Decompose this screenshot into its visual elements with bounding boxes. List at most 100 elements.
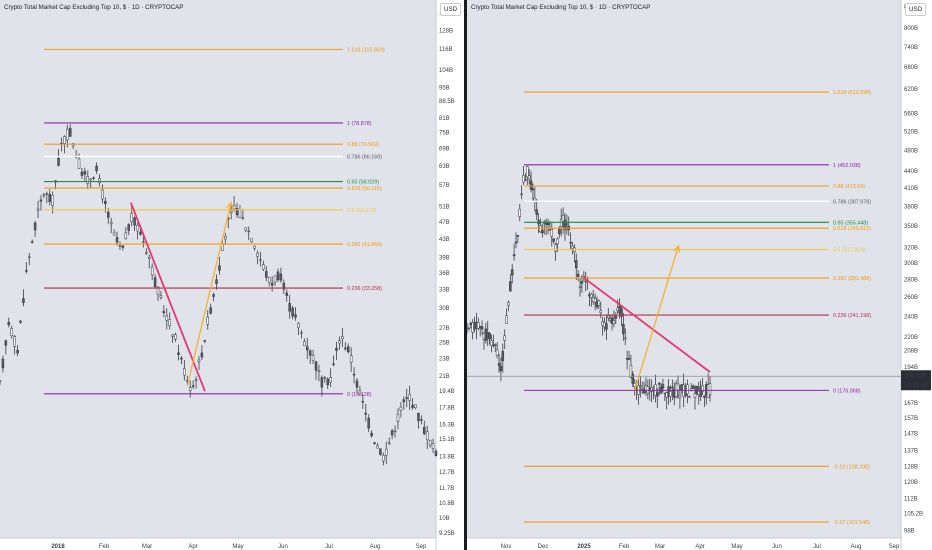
candle-body xyxy=(605,323,608,330)
candle-body xyxy=(80,171,84,176)
y-tick-label: 128B xyxy=(904,465,918,471)
candle-body xyxy=(563,220,567,230)
candle-body xyxy=(247,230,250,233)
y-tick-label: 33B xyxy=(439,288,450,294)
candle-body xyxy=(396,414,400,422)
fib-level-label: 0 (19.128) xyxy=(347,392,372,398)
candle-body xyxy=(358,390,362,395)
candle-body xyxy=(197,359,201,363)
candle-body xyxy=(535,209,538,215)
candle-body xyxy=(13,336,16,347)
x-tick-label: Apr xyxy=(695,544,704,550)
candle-body xyxy=(522,175,525,183)
chart-right[interactable]: 875B800B740B680B620B560B520B480B440B410B… xyxy=(467,0,932,550)
candle-body xyxy=(36,208,40,211)
candle-body xyxy=(174,334,177,340)
candle-body xyxy=(701,385,704,392)
y-tick-label: 9.25B xyxy=(439,531,455,537)
candle-body xyxy=(188,387,192,392)
projection-arrow xyxy=(186,202,232,386)
candle-body xyxy=(326,378,329,386)
y-tick-label: 300B xyxy=(904,261,918,267)
candle-body xyxy=(259,259,262,261)
candle-body xyxy=(282,282,286,290)
candle-body xyxy=(691,385,695,389)
y-tick-label: 680B xyxy=(904,65,918,71)
fib-level-label: 0.618 (346.815) xyxy=(833,226,871,232)
y-tick-label: 11.7B xyxy=(439,486,454,492)
candle-body xyxy=(629,365,633,378)
fib-level-label: 1.618 (612.598) xyxy=(833,90,871,96)
fib-level-label: 0.88 (70.569) xyxy=(347,142,379,148)
candle-body xyxy=(599,310,603,313)
candle-body xyxy=(554,244,557,252)
candle-body xyxy=(177,352,180,355)
x-tick-label: Jun xyxy=(278,544,288,550)
y-tick-label: 21B xyxy=(439,374,450,380)
y-tick-label: 30B xyxy=(439,306,450,312)
candle-body xyxy=(107,211,110,218)
candle-body xyxy=(565,223,569,225)
candle-body xyxy=(370,432,373,437)
y-tick-label: 800B xyxy=(904,26,918,32)
x-tick-label: Feb xyxy=(99,544,110,550)
candle-body xyxy=(556,238,559,245)
candle-body xyxy=(408,394,411,401)
candle-body xyxy=(355,380,359,388)
y-tick-label: 380B xyxy=(904,204,918,210)
candle-body xyxy=(480,326,484,330)
y-tick-label: 105.2B xyxy=(904,512,923,518)
candle-body xyxy=(593,298,597,303)
candle-body xyxy=(291,307,294,317)
candle-body xyxy=(16,350,19,354)
candle-body xyxy=(387,442,391,445)
candle-body xyxy=(39,199,43,202)
candle-body xyxy=(344,347,347,350)
candle-body xyxy=(121,245,125,248)
y-tick-label: 10.8B xyxy=(439,501,455,507)
panel-divider[interactable] xyxy=(464,0,467,550)
chart-panel-left[interactable]: 140B128B116B104B95B88.5B81B75B69B63B57B5… xyxy=(0,0,464,550)
chart-panel-right[interactable]: 875B800B740B680B620B560B520B480B440B410B… xyxy=(467,0,932,550)
y-tick-label: 147B xyxy=(904,432,918,438)
candle-body xyxy=(467,324,469,328)
candle-body xyxy=(45,193,49,195)
y-tick-label: 25B xyxy=(439,341,450,347)
candle-body xyxy=(607,315,610,318)
candle-body xyxy=(382,454,385,462)
chart-title-left: Crypto Total Market Cap Excluding Top 10… xyxy=(4,4,184,11)
candle-body xyxy=(256,252,259,257)
candle-body xyxy=(590,294,593,298)
fib-level-label: 0.786 (66.169) xyxy=(347,155,382,161)
candle-body xyxy=(576,274,580,277)
currency-button-right[interactable]: USD xyxy=(905,3,927,16)
currency-button-left[interactable]: USD xyxy=(440,3,462,16)
candle-body xyxy=(393,430,397,433)
candle-body xyxy=(510,269,514,276)
fib-level-label: 1 (78.878) xyxy=(347,121,372,127)
candle-body xyxy=(411,404,414,408)
y-tick-label: 116B xyxy=(439,47,453,53)
candle-body xyxy=(28,256,31,258)
candle-body xyxy=(83,171,87,175)
candle-body xyxy=(118,245,122,247)
candle-body xyxy=(294,314,297,318)
candle-body xyxy=(699,386,702,397)
chart-left[interactable]: 140B128B116B104B95B88.5B81B75B69B63B57B5… xyxy=(0,0,464,550)
candle-body xyxy=(512,254,516,257)
candle-body xyxy=(676,383,680,391)
candle-body xyxy=(414,404,417,408)
candle-body xyxy=(550,229,554,237)
fib-level-label: 0.65 (58.029) xyxy=(347,180,379,186)
y-tick-label: 128B xyxy=(439,28,453,34)
candle-body xyxy=(145,252,148,254)
candle-body xyxy=(622,323,625,335)
candle-body xyxy=(133,217,136,226)
candle-body xyxy=(10,328,13,336)
candle-body xyxy=(168,319,171,327)
y-tick-label: 220B xyxy=(904,335,918,341)
candle-body xyxy=(352,373,356,376)
fib-level-label: -0.19 (128.208) xyxy=(833,464,870,470)
projection-arrow xyxy=(634,245,680,391)
fib-level-label: 0.786 (387.978) xyxy=(833,199,871,205)
